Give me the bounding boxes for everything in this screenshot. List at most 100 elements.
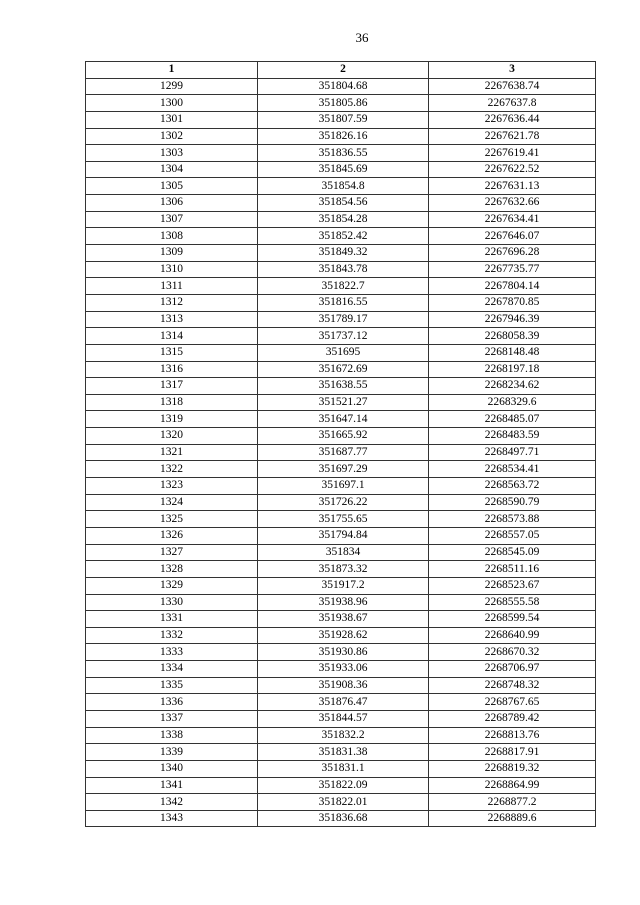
x-coordinate-cell: 351854.8 — [257, 177, 429, 196]
table-row: 1319 351647.14 2268485.07 — [85, 410, 596, 429]
y-coordinate-cell: 2268555.58 — [428, 593, 596, 612]
y-coordinate-cell: 2268748.32 — [428, 676, 596, 695]
y-coordinate-cell: 2268670.32 — [428, 643, 596, 662]
x-coordinate-cell: 351852.42 — [257, 227, 429, 246]
y-coordinate-cell: 2268877.2 — [428, 793, 596, 811]
x-coordinate-cell: 351697.1 — [257, 477, 429, 495]
page-number: 36 — [355, 30, 369, 45]
y-coordinate-cell: 2268819.32 — [428, 759, 596, 778]
y-coordinate-cell: 2268557.05 — [428, 526, 596, 545]
table-row: 1326 351794.84 2268557.05 — [85, 526, 596, 545]
point-number-cell: 1335 — [85, 676, 258, 695]
y-coordinate-cell: 2267637.8 — [428, 94, 596, 112]
table-row: 1318 351521.27 2268329.6 — [85, 393, 596, 412]
y-coordinate-cell: 2267619.41 — [428, 144, 596, 162]
y-coordinate-cell: 2268511.16 — [428, 560, 596, 578]
point-number-cell: 1315 — [85, 343, 258, 362]
point-number-cell: 1320 — [85, 427, 258, 445]
point-number-cell: 1306 — [85, 194, 258, 212]
table-row: 1339 351831.38 2268817.91 — [85, 743, 596, 761]
point-number-cell: 1339 — [85, 743, 258, 761]
point-number-cell: 1305 — [85, 177, 258, 196]
x-coordinate-cell: 351647.14 — [257, 410, 429, 429]
y-coordinate-cell: 2268197.18 — [428, 360, 596, 379]
table-row: 1322 351697.29 2268534.41 — [85, 460, 596, 479]
y-coordinate-cell: 2268817.91 — [428, 743, 596, 761]
table-row: 1343 351836.68 2268889.6 — [85, 809, 596, 828]
y-coordinate-cell: 2267946.39 — [428, 310, 596, 329]
point-number-cell: 1328 — [85, 560, 258, 578]
y-coordinate-cell: 2268534.41 — [428, 460, 596, 479]
y-coordinate-cell: 2268573.88 — [428, 510, 596, 528]
table-row: 1315 351695 2268148.48 — [85, 343, 596, 362]
table-header-row: 1 2 3 — [85, 61, 596, 79]
point-number-cell: 1342 — [85, 793, 258, 811]
column-header: 1 — [85, 61, 258, 79]
x-coordinate-cell: 351672.69 — [257, 360, 429, 379]
y-coordinate-cell: 2267804.14 — [428, 277, 596, 295]
point-number-cell: 1307 — [85, 210, 258, 229]
x-coordinate-cell: 351804.68 — [257, 77, 429, 96]
point-number-cell: 1327 — [85, 543, 258, 562]
x-coordinate-cell: 351822.09 — [257, 776, 429, 795]
point-number-cell: 1313 — [85, 310, 258, 329]
x-coordinate-cell: 351831.38 — [257, 743, 429, 761]
table-row: 1301 351807.59 2267636.44 — [85, 110, 596, 129]
y-coordinate-cell: 2268706.97 — [428, 660, 596, 678]
point-number-cell: 1319 — [85, 410, 258, 429]
y-coordinate-cell: 2267621.78 — [428, 127, 596, 146]
table-row: 1304 351845.69 2267622.52 — [85, 160, 596, 179]
x-coordinate-cell: 351726.22 — [257, 493, 429, 512]
y-coordinate-cell: 2268767.65 — [428, 693, 596, 711]
x-coordinate-cell: 351665.92 — [257, 427, 429, 445]
point-number-cell: 1314 — [85, 327, 258, 345]
x-coordinate-cell: 351737.12 — [257, 327, 429, 345]
point-number-cell: 1311 — [85, 277, 258, 295]
point-number-cell: 1336 — [85, 693, 258, 711]
x-coordinate-cell: 351697.29 — [257, 460, 429, 479]
x-coordinate-cell: 351638.55 — [257, 377, 429, 395]
x-coordinate-cell: 351822.7 — [257, 277, 429, 295]
point-number-cell: 1331 — [85, 610, 258, 628]
table-row: 1330 351938.96 2268555.58 — [85, 593, 596, 612]
x-coordinate-cell: 351917.2 — [257, 576, 429, 595]
table-row: 1337 351844.57 2268789.42 — [85, 709, 596, 728]
x-coordinate-cell: 351844.57 — [257, 709, 429, 728]
point-number-cell: 1330 — [85, 593, 258, 612]
table-row: 1325 351755.65 2268573.88 — [85, 510, 596, 528]
point-number-cell: 1299 — [85, 77, 258, 96]
table-row: 1308 351852.42 2267646.07 — [85, 227, 596, 246]
y-coordinate-cell: 2268329.6 — [428, 393, 596, 412]
point-number-cell: 1316 — [85, 360, 258, 379]
x-coordinate-cell: 351822.01 — [257, 793, 429, 811]
point-number-cell: 1312 — [85, 293, 258, 312]
point-number-cell: 1322 — [85, 460, 258, 479]
x-coordinate-cell: 351933.06 — [257, 660, 429, 678]
table-row: 1331 351938.67 2268599.54 — [85, 610, 596, 628]
x-coordinate-cell: 351938.96 — [257, 593, 429, 612]
point-number-cell: 1321 — [85, 443, 258, 462]
point-number-cell: 1303 — [85, 144, 258, 162]
point-number-cell: 1326 — [85, 526, 258, 545]
y-coordinate-cell: 2268497.71 — [428, 443, 596, 462]
table-row: 1329 351917.2 2268523.67 — [85, 576, 596, 595]
point-number-cell: 1337 — [85, 709, 258, 728]
y-coordinate-cell: 2268864.99 — [428, 776, 596, 795]
x-coordinate-cell: 351836.68 — [257, 809, 429, 828]
point-number-cell: 1340 — [85, 759, 258, 778]
x-coordinate-cell: 351930.86 — [257, 643, 429, 662]
point-number-cell: 1317 — [85, 377, 258, 395]
x-coordinate-cell: 351805.86 — [257, 94, 429, 112]
x-coordinate-cell: 351908.36 — [257, 676, 429, 695]
table-row: 1316 351672.69 2268197.18 — [85, 360, 596, 379]
y-coordinate-cell: 2268523.67 — [428, 576, 596, 595]
point-number-cell: 1338 — [85, 726, 258, 745]
x-coordinate-cell: 351832.2 — [257, 726, 429, 745]
point-number-cell: 1318 — [85, 393, 258, 412]
y-coordinate-cell: 2267631.13 — [428, 177, 596, 196]
table-row: 1299 351804.68 2267638.74 — [85, 77, 596, 96]
point-number-cell: 1325 — [85, 510, 258, 528]
x-coordinate-cell: 351843.78 — [257, 260, 429, 279]
x-coordinate-cell: 351938.67 — [257, 610, 429, 628]
y-coordinate-cell: 2268599.54 — [428, 610, 596, 628]
